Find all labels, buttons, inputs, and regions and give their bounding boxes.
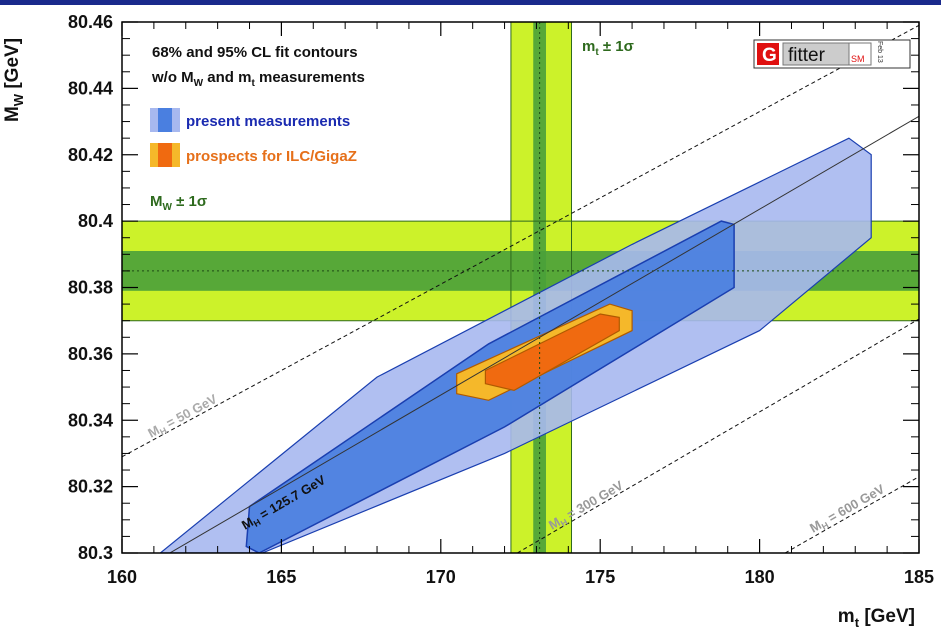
y-tick-label: 80.42	[68, 145, 113, 165]
mh-line-2	[517, 318, 919, 553]
top-banner-bar	[0, 0, 941, 5]
y-tick-label: 80.38	[68, 278, 113, 298]
mt-band-label: mt ± 1σ	[582, 38, 634, 58]
y-tick-label: 80.34	[68, 410, 113, 430]
svg-text:fitter: fitter	[788, 45, 826, 66]
x-tick-label: 175	[585, 567, 615, 587]
legend: 68% and 95% CL fit contours w/o MW and m…	[150, 44, 365, 167]
svg-text:G: G	[762, 45, 777, 66]
y-tick-label: 80.3	[78, 543, 113, 563]
legend-title-line1: 68% and 95% CL fit contours	[152, 44, 358, 61]
legend-label-present: present measurements	[186, 113, 350, 130]
mh-line-1	[168, 115, 919, 553]
x-tick-label: 170	[426, 567, 456, 587]
y-tick-label: 80.46	[68, 12, 113, 32]
x-axis-title: mt [GeV]	[838, 606, 915, 630]
x-tick-label: 180	[745, 567, 775, 587]
y-tick-label: 80.4	[78, 211, 113, 231]
mw-band-label: MW ± 1σ	[150, 193, 207, 213]
svg-text:Feb 13: Feb 13	[876, 41, 883, 63]
mh-line-3	[784, 476, 919, 553]
legend-swatch-present-68	[158, 108, 172, 132]
legend-label-prospects: prospects for ILC/GigaZ	[186, 148, 357, 165]
x-tick-label: 165	[266, 567, 296, 587]
y-tick-label: 80.44	[68, 78, 113, 98]
x-tick-label: 185	[904, 567, 934, 587]
legend-swatch-ilc-68	[158, 143, 172, 167]
y-tick-label: 80.36	[68, 344, 113, 364]
y-tick-label: 80.32	[68, 477, 113, 497]
x-tick-label: 160	[107, 567, 137, 587]
legend-title-line2: w/o MW and mt measurements	[151, 69, 365, 89]
y-axis-title: MW [GeV]	[2, 38, 26, 122]
svg-text:SM: SM	[851, 54, 865, 64]
gfitter-logo: G fitter SM Feb 13	[753, 39, 911, 69]
contour-ilc-68	[484, 313, 620, 392]
